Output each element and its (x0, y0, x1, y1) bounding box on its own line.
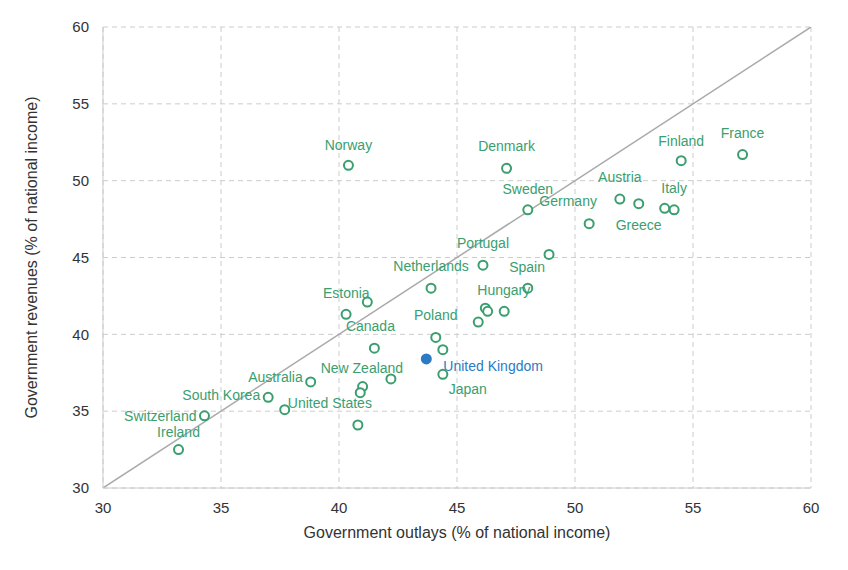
svg-text:Poland: Poland (414, 307, 458, 323)
svg-text:Austria: Austria (598, 169, 642, 185)
svg-text:40: 40 (331, 499, 348, 516)
svg-text:United States: United States (288, 395, 372, 411)
svg-text:United Kingdom: United Kingdom (443, 358, 543, 374)
svg-text:Estonia: Estonia (323, 285, 370, 301)
svg-text:France: France (721, 125, 765, 141)
svg-text:Sweden: Sweden (502, 180, 554, 197)
svg-text:35: 35 (213, 499, 230, 516)
svg-text:Government outlays (% of natio: Government outlays (% of national income… (304, 524, 611, 541)
svg-text:50: 50 (72, 172, 89, 189)
svg-text:Australia: Australia (248, 369, 303, 385)
svg-text:Japan: Japan (449, 381, 487, 397)
svg-text:Spain: Spain (509, 259, 545, 275)
svg-text:Italy: Italy (661, 180, 687, 196)
svg-text:45: 45 (72, 249, 89, 266)
svg-text:Hungary: Hungary (477, 282, 530, 298)
svg-text:30: 30 (72, 479, 89, 496)
svg-text:Netherlands: Netherlands (393, 258, 469, 274)
svg-text:Government revenues (% of nati: Government revenues (% of national incom… (23, 97, 40, 419)
svg-text:55: 55 (685, 499, 702, 516)
svg-text:60: 60 (72, 18, 89, 35)
svg-text:30: 30 (95, 499, 112, 516)
svg-text:Denmark: Denmark (478, 138, 536, 154)
svg-text:New Zealand: New Zealand (321, 360, 404, 376)
svg-text:Canada: Canada (346, 318, 395, 334)
svg-text:Portugal: Portugal (457, 235, 509, 251)
svg-text:60: 60 (803, 499, 820, 516)
svg-text:Switzerland: Switzerland (124, 408, 196, 424)
svg-text:Greece: Greece (616, 217, 662, 233)
svg-text:35: 35 (72, 402, 89, 419)
svg-text:Germany: Germany (539, 193, 597, 209)
svg-text:Norway: Norway (325, 137, 372, 153)
svg-text:South Korea: South Korea (182, 387, 260, 403)
svg-text:50: 50 (567, 499, 584, 516)
svg-text:45: 45 (449, 499, 466, 516)
svg-text:40: 40 (72, 326, 89, 343)
svg-text:Ireland: Ireland (157, 424, 200, 440)
svg-text:55: 55 (72, 95, 89, 112)
svg-text:Finland: Finland (658, 133, 704, 149)
